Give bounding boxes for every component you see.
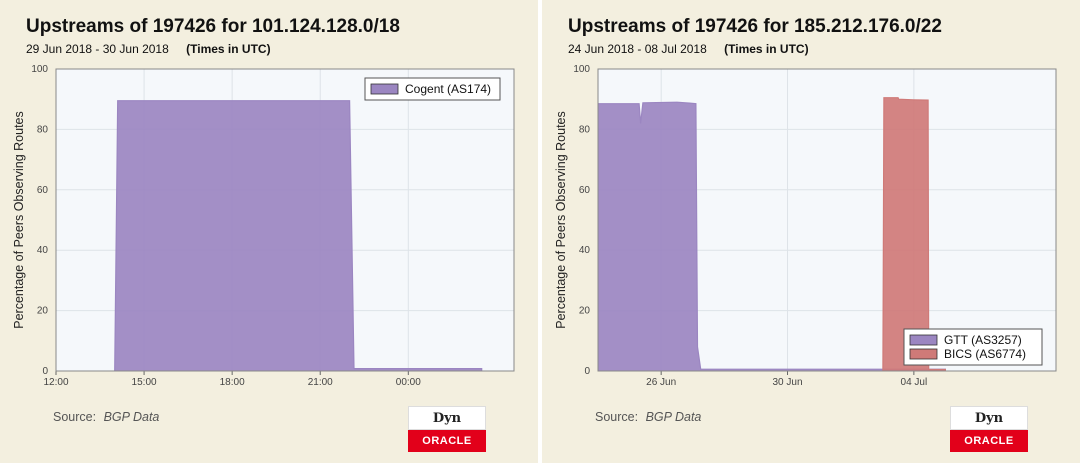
y-axis-label: Percentage of Peers Observing Routes — [12, 111, 26, 328]
chart-panel-left: Upstreams of 197426 for 101.124.128.0/18… — [0, 0, 538, 463]
series-line — [598, 101, 946, 371]
y-axis-label: Percentage of Peers Observing Routes — [554, 111, 568, 328]
plot-border — [597, 68, 1057, 372]
y-tick-label: 20 — [37, 306, 49, 317]
legend-label: GTT (AS3257) — [944, 333, 1022, 347]
x-tick-label: 21:00 — [308, 377, 333, 388]
x-tick-label: 12:00 — [43, 377, 68, 388]
chart-subtitle: 29 Jun 2018 - 30 Jun 2018 (Times in UTC) — [26, 42, 271, 56]
legend-swatch — [370, 83, 399, 95]
series-line — [114, 100, 483, 372]
y-tick-label: 60 — [579, 185, 591, 196]
legend-label: BICS (AS6774) — [944, 347, 1026, 361]
legend-label: Cogent (AS174) — [405, 82, 491, 96]
date-range: 24 Jun 2018 - 08 Jul 2018 — [568, 42, 707, 56]
x-tick-label: 15:00 — [132, 377, 157, 388]
y-tick-label: 0 — [42, 366, 48, 377]
series-area — [882, 97, 946, 371]
source-note: Source: BGP Data — [595, 410, 701, 424]
source-label: Source: — [595, 410, 639, 424]
plot-border — [55, 68, 515, 372]
legend-swatch — [909, 334, 938, 346]
y-tick-label: 40 — [37, 245, 49, 256]
time-note: (Times in UTC) — [724, 42, 809, 56]
series-area — [598, 102, 946, 371]
source-note: Source: BGP Data — [53, 410, 159, 424]
dyn-logo-text: Dyn — [408, 406, 486, 430]
dyn-oracle-logo: Dyn ORACLE — [408, 406, 486, 452]
chart-svg-right: 0 20 40 60 80 100 26 Jun 30 Jun 04 Jul Percentage… — [554, 64, 1057, 388]
date-range: 29 Jun 2018 - 30 Jun 2018 — [26, 42, 169, 56]
series-line — [882, 97, 946, 372]
dyn-logo-text: Dyn — [950, 406, 1028, 430]
y-tick-label: 60 — [37, 185, 49, 196]
x-tick-label: 00:00 — [396, 377, 421, 388]
legend: GTT (AS3257)BICS (AS6774) — [903, 328, 1043, 366]
y-tick-label: 100 — [31, 64, 48, 75]
y-tick-label: 80 — [37, 124, 49, 135]
dyn-oracle-logo: Dyn ORACLE — [950, 406, 1028, 452]
source-value: BGP Data — [645, 410, 702, 424]
source-label: Source: — [53, 410, 97, 424]
chart-title: Upstreams of 197426 for 185.212.176.0/22 — [568, 16, 942, 37]
y-tick-label: 20 — [579, 306, 591, 317]
oracle-logo-text: ORACLE — [408, 430, 486, 452]
x-tick-label: 18:00 — [220, 377, 245, 388]
chart-title: Upstreams of 197426 for 101.124.128.0/18 — [26, 16, 400, 37]
legend-swatch — [909, 348, 938, 360]
chart-panel-right: Upstreams of 197426 for 185.212.176.0/22… — [542, 0, 1080, 463]
legend-box — [364, 77, 501, 101]
x-tick-label: 26 Jun — [646, 377, 676, 388]
time-note: (Times in UTC) — [186, 42, 271, 56]
x-tick-label: 04 Jul — [901, 377, 928, 388]
y-tick-label: 40 — [579, 245, 591, 256]
y-tick-label: 80 — [579, 124, 591, 135]
series-area — [114, 100, 482, 371]
y-tick-label: 100 — [573, 64, 590, 75]
source-value: BGP Data — [103, 410, 160, 424]
oracle-logo-text: ORACLE — [950, 430, 1028, 452]
y-tick-label: 0 — [584, 366, 590, 377]
chart-svg-left: 0 20 40 60 80 100 12:00 15:00 18:00 21:00 00:00 Per… — [12, 64, 515, 388]
x-tick-label: 30 Jun — [773, 377, 803, 388]
legend: Cogent (AS174) — [364, 77, 501, 101]
chart-subtitle: 24 Jun 2018 - 08 Jul 2018 (Times in UTC) — [568, 42, 809, 56]
